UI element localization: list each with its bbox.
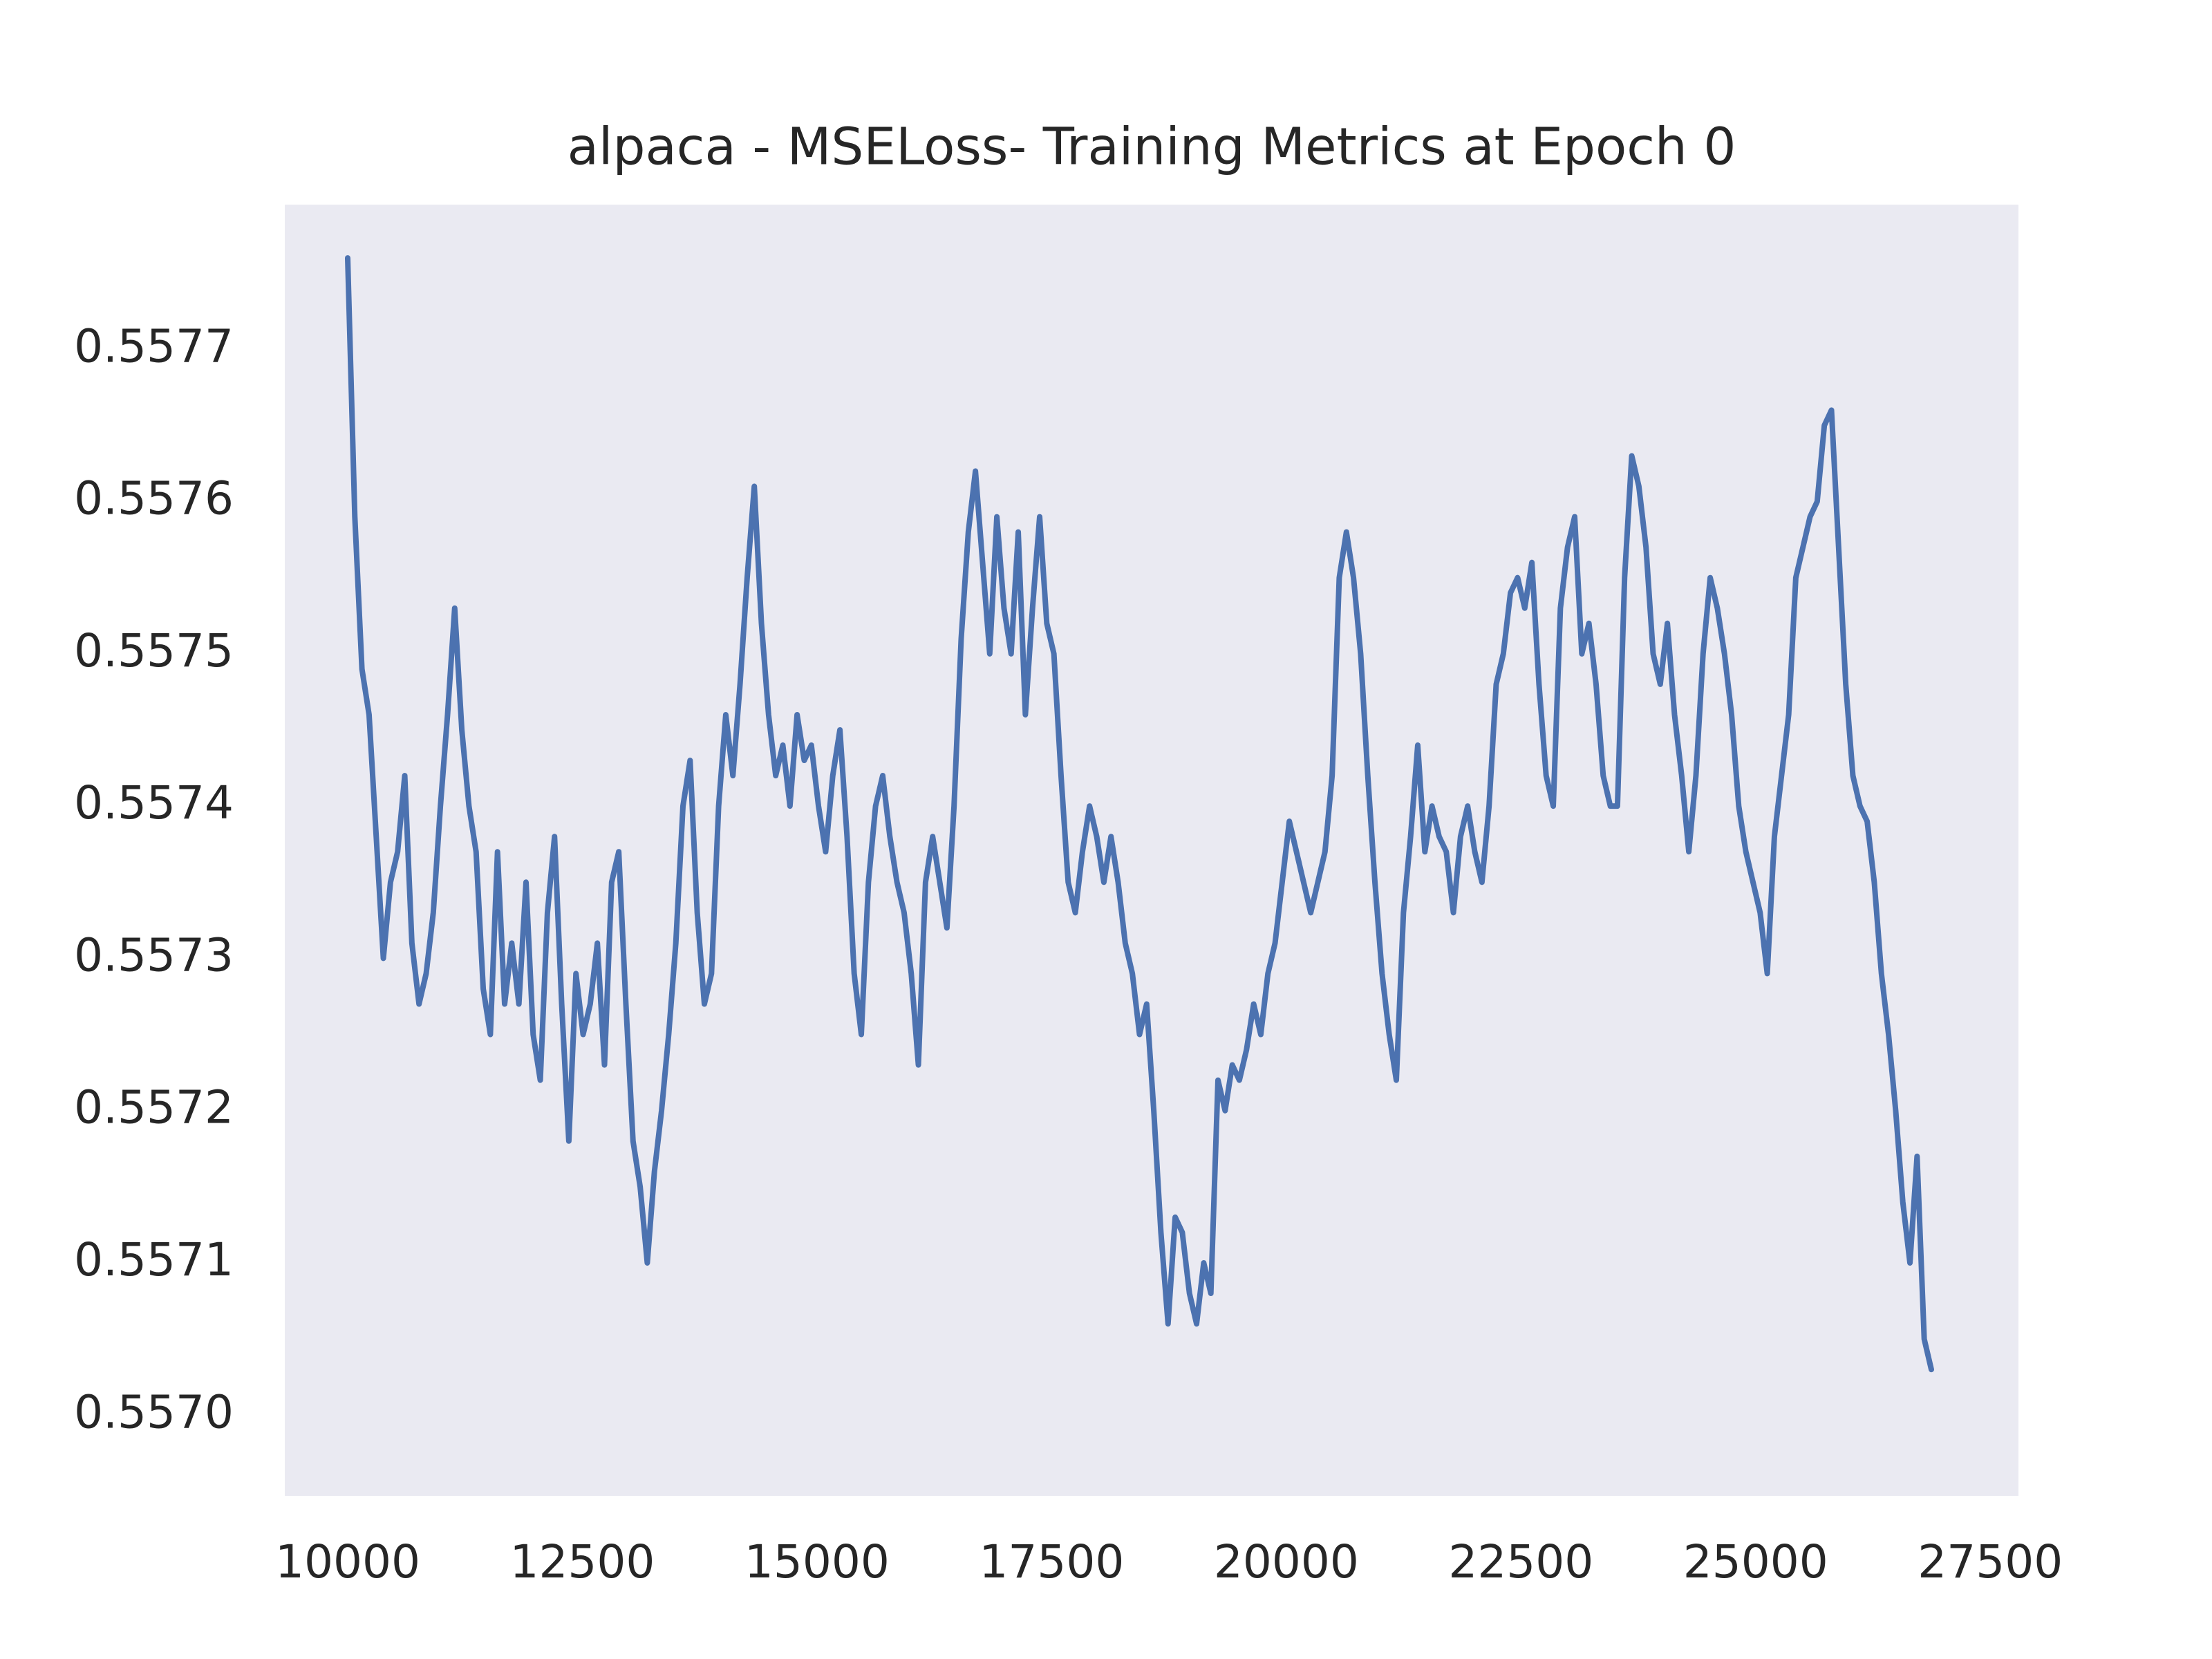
y-tick-label: 0.5571 [74,1233,234,1286]
y-tick-label: 0.5576 [74,472,234,525]
x-tick-label: 22500 [1448,1535,1593,1588]
plot-area [285,205,2018,1496]
x-tick-label: 10000 [275,1535,420,1588]
y-tick-label: 0.5577 [74,319,234,373]
y-tick-label: 0.5575 [74,624,234,677]
x-tick-label: 12500 [509,1535,655,1588]
x-tick-label: 27500 [1918,1535,2063,1588]
y-tick-label: 0.5572 [74,1081,234,1134]
x-tick-label: 25000 [1683,1535,1828,1588]
line-series [344,255,1934,1373]
y-tick-label: 0.5573 [74,928,234,982]
y-tick-label: 0.5574 [74,776,234,830]
x-tick-label: 20000 [1214,1535,1359,1588]
chart-title: alpaca - MSELoss- Training Metrics at Ep… [568,118,1736,177]
x-tick-label: 17500 [979,1535,1124,1588]
x-tick-label: 15000 [744,1535,890,1588]
y-tick-label: 0.5570 [74,1385,234,1438]
